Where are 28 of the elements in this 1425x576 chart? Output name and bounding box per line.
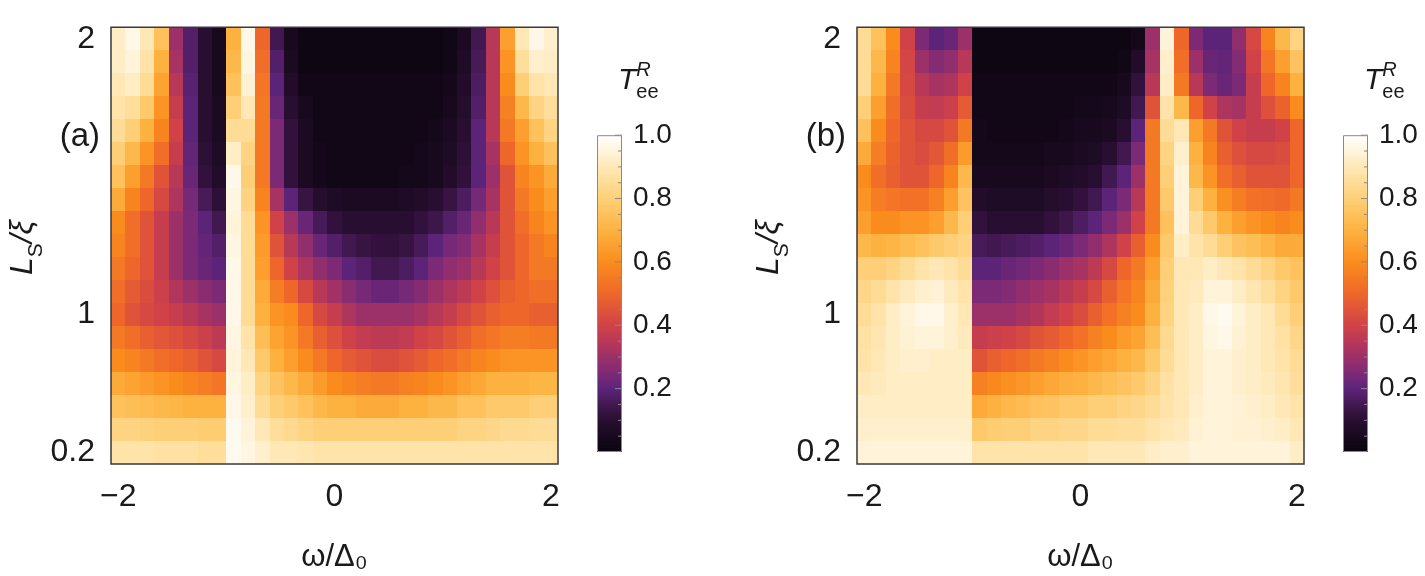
color-bar-label: 1.0 — [1379, 117, 1418, 149]
color-bar-label: 0.6 — [1379, 244, 1418, 276]
color-bar-label: 0.6 — [633, 244, 672, 276]
color-bar-label: 0.4 — [633, 308, 672, 339]
y-axis-title: LS/ξ — [749, 218, 792, 276]
x-tick-label: 0 — [325, 477, 344, 514]
color-bar-label: 0.4 — [1379, 308, 1418, 339]
x-tick-label: −2 — [845, 477, 883, 514]
x-tick-label: −2 — [99, 477, 137, 514]
x-axis-title: ω/Δ₀ — [301, 538, 368, 573]
text: (a) — [59, 116, 100, 154]
text: (b) — [805, 116, 846, 154]
y-tick-label: 0.2 — [796, 432, 841, 469]
x-tick-label: 0 — [1071, 477, 1090, 514]
x-tick-label: 2 — [541, 477, 560, 514]
color-bar-label: 0.8 — [633, 181, 672, 213]
x-axis-title: ω/Δ₀ — [1047, 538, 1114, 573]
y-tick-label: 2 — [77, 18, 95, 55]
x-tick-label: 2 — [1287, 477, 1306, 514]
y-tick-label: 0.2 — [50, 432, 95, 469]
color-bar-label: 0.2 — [1379, 371, 1418, 403]
y-tick-label: 2 — [823, 18, 841, 55]
color-bar-label: 0.2 — [633, 371, 672, 403]
color-bar-label: 0.8 — [1379, 181, 1418, 213]
color-bar-label: 1.0 — [633, 117, 672, 149]
y-tick-label: 1 — [77, 294, 95, 331]
y-axis-title: LS/ξ — [3, 218, 46, 276]
y-tick-label: 1 — [823, 294, 841, 331]
